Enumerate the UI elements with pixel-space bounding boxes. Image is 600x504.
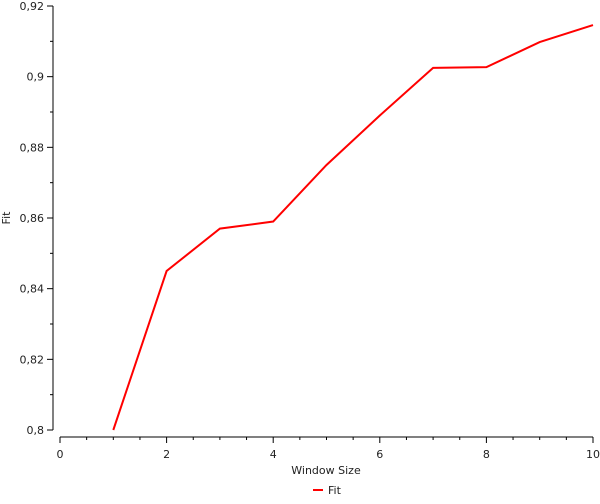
y-tick-label: 0,8 (27, 424, 45, 437)
x-tick-label: 10 (586, 448, 600, 461)
y-tick-label: 0,84 (20, 283, 45, 296)
legend-label: Fit (328, 484, 342, 497)
y-tick-label: 0,9 (27, 71, 45, 84)
legend: Fit (313, 484, 342, 497)
x-tick-label: 2 (163, 448, 170, 461)
x-tick-label: 8 (483, 448, 490, 461)
y-tick-label: 0,82 (20, 353, 45, 366)
y-tick-label: 0,92 (20, 0, 45, 13)
y-tick-label: 0,86 (20, 212, 45, 225)
x-axis-label: Window Size (291, 464, 361, 477)
x-tick-label: 6 (376, 448, 383, 461)
series-line-fit (112, 24, 594, 431)
y-tick-label: 0,88 (20, 141, 45, 154)
y-axis-label: Fit (0, 211, 13, 225)
x-tick-label: 4 (270, 448, 277, 461)
x-tick-label: 0 (57, 448, 64, 461)
